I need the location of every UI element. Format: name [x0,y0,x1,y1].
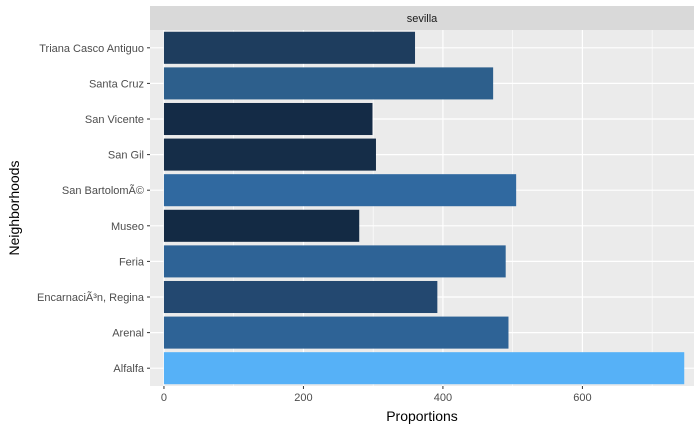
bars [163,31,685,385]
bar [163,280,438,314]
y-tick-label: San BartolomÃ© [62,184,144,197]
x-tick-label: 400 [434,392,452,404]
bar [163,102,373,136]
bar [163,174,517,207]
y-tick-label: San Vicente [85,114,144,126]
bar [163,67,494,100]
y-tick-label: San Gil [108,150,144,162]
x-axis: 0 200 400 600 [161,386,592,404]
bar [163,138,376,171]
facet-strip-label: sevilla [407,13,438,25]
x-axis-title: Proportions [386,408,458,424]
strip-background [150,6,694,30]
bar [163,31,416,64]
y-tick-label: Santa Cruz [89,78,144,90]
bar [163,352,685,385]
x-tick-label: 600 [573,392,591,404]
y-tick-label: Museo [111,221,144,233]
bar [163,209,360,242]
y-axis: Triana Casco Antiguo Santa Cruz San Vicent… [37,43,150,375]
y-tick-label: Alfalfa [113,363,144,375]
y-tick-label: Triana Casco Antiguo [39,43,144,55]
x-tick-label: 200 [294,392,312,404]
y-axis-title: Neighborhoods [6,161,22,256]
bar [163,316,509,349]
bar [163,245,506,278]
y-tick-label: Arenal [112,328,144,340]
y-tick-label: Feria [119,256,145,268]
y-tick-label: EncarnaciÃ³n, Regina [37,291,145,304]
x-tick-label: 0 [161,392,167,404]
